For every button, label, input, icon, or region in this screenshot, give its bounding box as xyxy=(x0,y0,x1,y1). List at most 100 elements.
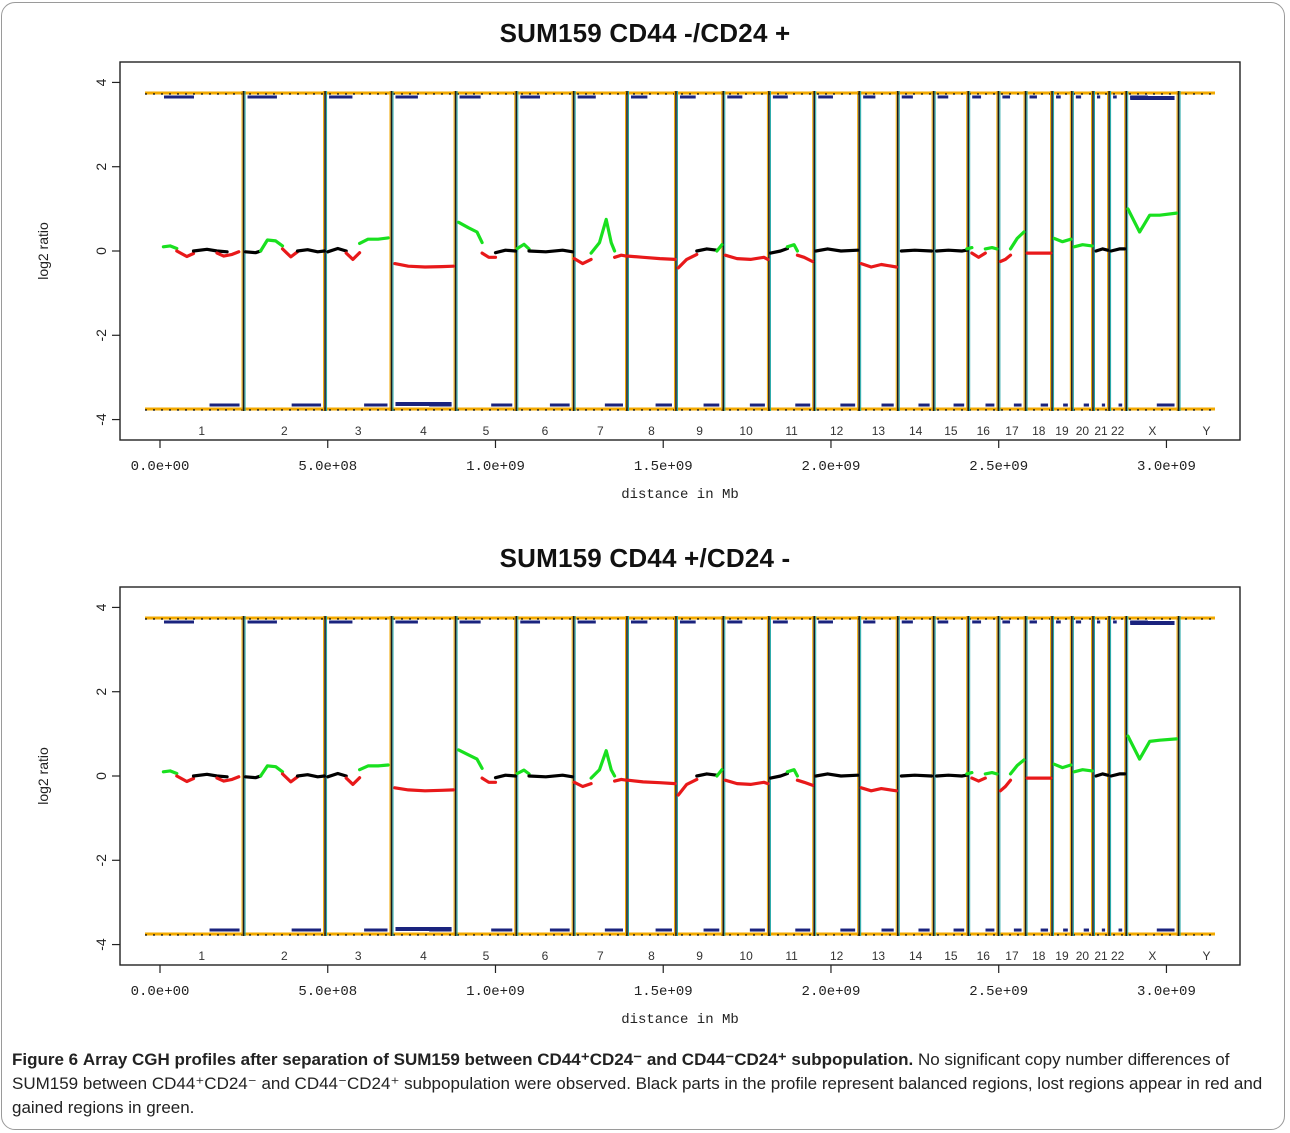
cgh-profile-bottom: 1 2 3 4 5 6 7 8 9 10 11 12 13 14 15 16 17 18 19 20 21 22 X Y-4-… xyxy=(35,586,1241,1028)
x-axis-label: distance in Mb xyxy=(621,487,739,503)
chromosome-label: 1 xyxy=(198,949,205,963)
segment-balanced xyxy=(243,774,263,780)
segment-lost xyxy=(723,253,770,261)
chromosome-label: 21 xyxy=(1094,949,1108,963)
segment-lost xyxy=(998,778,1013,793)
y-tick-label: -4 xyxy=(93,938,109,951)
x-tick-label: 2.0e+09 xyxy=(802,984,861,1000)
segment-balanced xyxy=(1094,772,1110,778)
chromosome-label: 10 xyxy=(739,424,753,438)
segment-lost xyxy=(723,778,770,786)
segment-gained xyxy=(589,749,617,780)
segment-gained xyxy=(161,244,179,251)
segment-balanced xyxy=(493,248,518,255)
segment-gained xyxy=(1126,734,1179,761)
y-tick-label: 4 xyxy=(93,603,109,611)
chromosome-label: Y xyxy=(1203,424,1211,438)
chromosome-label: 20 xyxy=(1076,424,1090,438)
segment-lost xyxy=(393,786,456,793)
segment-lost xyxy=(859,262,899,269)
segment-lost xyxy=(175,774,196,784)
segment-gained xyxy=(965,246,974,251)
segment-balanced xyxy=(527,773,575,779)
segment-balanced xyxy=(695,772,719,778)
segment-gained xyxy=(161,769,179,776)
segment-gained xyxy=(515,768,531,776)
segment-lost xyxy=(572,257,593,266)
segment-gained xyxy=(259,238,285,253)
chromosome-label: 18 xyxy=(1032,424,1046,438)
segment-lost xyxy=(626,254,677,261)
chromosome-label: X xyxy=(1148,949,1156,963)
segment-balanced xyxy=(191,772,229,779)
segment-gained xyxy=(1052,762,1073,770)
x-tick-label: 1.0e+09 xyxy=(466,459,525,475)
caption-text: No significant copy number differences o… xyxy=(12,1050,1263,1117)
segment-lost xyxy=(280,247,300,259)
cgh-profile-top: 1 2 3 4 5 6 7 8 9 10 11 12 13 14 15 16 17 18 19 20 21 22 X Y-4-… xyxy=(35,61,1241,503)
chromosome-label: 5 xyxy=(483,424,490,438)
chromosome-label: 9 xyxy=(696,424,703,438)
segment-balanced xyxy=(899,248,934,253)
x-tick-label: 1.5e+09 xyxy=(634,984,693,1000)
chromosome-label: 2 xyxy=(281,949,288,963)
chromosome-label: 11 xyxy=(785,424,798,438)
segment-gained xyxy=(715,243,724,253)
segment-gained xyxy=(1072,243,1094,249)
segment-balanced xyxy=(1109,247,1127,253)
segment-lost xyxy=(344,776,362,786)
x-axis-label: distance in Mb xyxy=(621,1012,739,1028)
segment-gained xyxy=(589,217,617,255)
segment-gained xyxy=(983,246,999,251)
chromosome-label: 17 xyxy=(1005,424,1019,438)
segment-lost xyxy=(859,786,899,793)
segment-lost xyxy=(970,776,987,783)
x-tick-label: 3.0e+09 xyxy=(1137,984,1196,1000)
segment-balanced xyxy=(243,249,263,255)
chromosome-label: 7 xyxy=(597,424,604,438)
chromosome-label: X xyxy=(1148,424,1156,438)
segment-balanced xyxy=(695,247,719,253)
segment-balanced xyxy=(326,246,348,254)
chromosome-label: 2 xyxy=(281,424,288,438)
x-tick-label: 1.0e+09 xyxy=(466,984,525,1000)
segment-lost xyxy=(795,778,815,787)
segment-lost xyxy=(480,251,498,259)
x-tick-label: 3.0e+09 xyxy=(1137,459,1196,475)
segment-balanced xyxy=(814,772,860,778)
chromosome-label: 6 xyxy=(542,949,549,963)
segment-lost xyxy=(393,262,456,269)
chromosome-label: 12 xyxy=(830,424,844,438)
segment-lost xyxy=(795,253,815,264)
chromosome-label: 4 xyxy=(420,424,427,438)
chromosome-label: Y xyxy=(1203,949,1211,963)
segment-gained xyxy=(358,763,390,772)
segment-balanced xyxy=(527,248,575,254)
segment-balanced xyxy=(934,248,969,253)
segment-balanced xyxy=(768,771,790,780)
caption-label: Figure 6 xyxy=(12,1050,79,1069)
segment-lost xyxy=(480,776,498,784)
x-tick-label: 2.0e+09 xyxy=(802,459,861,475)
segment-gained xyxy=(515,242,531,251)
segment-gained xyxy=(457,748,484,770)
plot-title-bottom: SUM159 CD44 +/CD24 - xyxy=(499,543,791,573)
segment-lost xyxy=(970,251,987,259)
segment-lost xyxy=(626,778,677,786)
segment-balanced xyxy=(295,248,326,254)
chromosome-label: 6 xyxy=(542,424,549,438)
y-axis-label: log2 ratio xyxy=(35,222,51,280)
segment-lost xyxy=(215,250,241,258)
segment-gained xyxy=(785,243,800,253)
segment-balanced xyxy=(814,247,860,253)
chromosome-label: 22 xyxy=(1111,949,1125,963)
segment-lost xyxy=(280,772,300,784)
x-tick-label: 0.0e+00 xyxy=(131,984,190,1000)
chromosome-label: 1 xyxy=(198,424,205,438)
segment-balanced xyxy=(768,246,790,255)
segment-lost xyxy=(676,252,699,270)
chromosome-label: 14 xyxy=(909,949,923,963)
segment-lost xyxy=(572,780,593,789)
segment-gained xyxy=(715,768,724,778)
